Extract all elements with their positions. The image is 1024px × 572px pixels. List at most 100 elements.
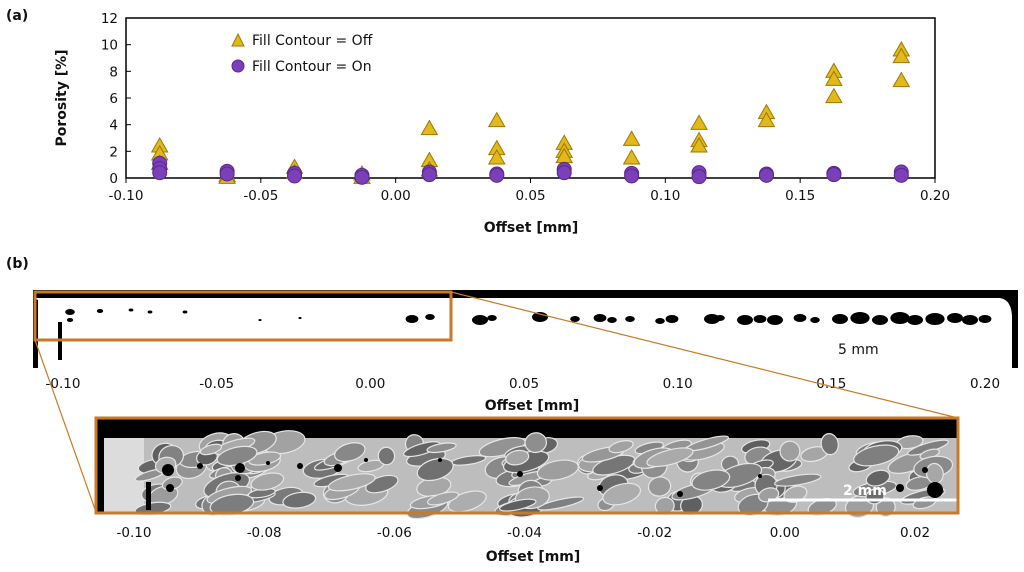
- legend-label-on: Fill Contour = On: [252, 59, 372, 75]
- grain: [602, 482, 642, 506]
- zoom-x-tick-label: 0.00: [770, 525, 800, 541]
- x-axis-ticks: -0.10 -0.05 0.00 0.05 0.10 0.15 0.20: [109, 178, 950, 204]
- pore: [810, 317, 820, 323]
- grain: [537, 496, 585, 511]
- zoom-x-tick-label: 0.02: [900, 525, 930, 541]
- pore: [922, 467, 928, 473]
- point-fill-contour-off: [622, 130, 641, 146]
- point-fill-contour-on: [152, 165, 168, 181]
- pore: [532, 312, 548, 322]
- y-tick-label: 4: [109, 118, 118, 134]
- pore: [438, 458, 442, 462]
- data-points: [150, 40, 911, 185]
- point-fill-contour-off: [757, 111, 776, 128]
- point-fill-contour-on: [826, 167, 842, 183]
- zoom-x-tick-label: -0.08: [247, 525, 282, 541]
- grain: [377, 446, 396, 466]
- legend-marker-off: [231, 32, 245, 47]
- pore: [166, 484, 174, 492]
- point-fill-contour-off: [487, 111, 506, 128]
- pore: [66, 318, 74, 322]
- micrograph-x-tick-label: -0.05: [199, 376, 234, 392]
- grain: [646, 447, 694, 468]
- y-axis-ticks: 0 2 4 6 8 10 12: [101, 11, 131, 187]
- zoom-region-frame: [33, 290, 453, 342]
- x-tick-label: 0.20: [920, 188, 950, 204]
- pore: [487, 315, 497, 321]
- pore-crack: [146, 482, 151, 510]
- zoom-x-tick-label: -0.04: [507, 525, 542, 541]
- pore: [258, 319, 262, 321]
- point-fill-contour-on: [421, 167, 437, 183]
- point-fill-contour-off: [825, 70, 843, 86]
- legend-marker-on: [231, 59, 245, 73]
- pore: [297, 463, 303, 469]
- pore: [927, 482, 943, 498]
- zoom-x-ticks: -0.10 -0.08 -0.06 -0.04 -0.02 0.00 0.02: [117, 525, 931, 541]
- micrograph-top-edge: [33, 290, 1018, 298]
- zoom-pore-defects: [146, 458, 943, 510]
- pore: [758, 474, 762, 478]
- grain: [820, 433, 839, 456]
- point-fill-contour-off: [892, 71, 911, 88]
- zoom-left-edge: [96, 438, 125, 513]
- pore: [597, 485, 603, 491]
- micrograph-x-tick-label: 0.05: [509, 376, 539, 392]
- pore: [767, 315, 783, 325]
- zoom-frame: [94, 416, 960, 515]
- legend: Fill Contour = Off Fill Contour = On: [231, 32, 373, 75]
- x-tick-label: -0.05: [243, 188, 278, 204]
- micrograph-x-tick-label: -0.10: [46, 376, 81, 392]
- point-fill-contour-off: [420, 119, 439, 136]
- pore: [334, 464, 342, 472]
- pore: [925, 313, 945, 325]
- zoom-x-axis-title: Offset [mm]: [486, 549, 581, 565]
- grain: [524, 432, 548, 454]
- point-fill-contour-off: [487, 148, 506, 165]
- panel-b-label: (b): [6, 256, 29, 272]
- pore: [625, 316, 635, 322]
- y-tick-label: 0: [109, 171, 118, 187]
- legend-label-off: Fill Contour = Off: [252, 33, 373, 49]
- pore: [298, 317, 302, 319]
- zoom-connector-right: [450, 291, 959, 419]
- pore: [65, 309, 75, 315]
- point-fill-contour-on: [556, 165, 572, 181]
- grain: [536, 459, 580, 481]
- point-fill-contour-on: [624, 168, 640, 184]
- micrograph-full: 5 mm: [33, 290, 1018, 368]
- pore: [235, 475, 241, 481]
- scale-bar-2mm: 2 mm: [843, 483, 887, 499]
- pore: [753, 315, 767, 323]
- zoom-top-edge: [96, 418, 958, 438]
- x-tick-label: 0.00: [381, 188, 411, 204]
- grain: [334, 442, 366, 463]
- pore: [715, 315, 725, 321]
- point-fill-contour-off: [892, 47, 911, 64]
- zoom-connector-left: [34, 339, 97, 513]
- pore: [162, 464, 174, 476]
- grain: [416, 457, 454, 482]
- zoom-x-tick-label: -0.06: [377, 525, 412, 541]
- grain: [773, 473, 822, 487]
- grain: [250, 472, 285, 491]
- pore: [425, 314, 435, 320]
- y-tick-label: 6: [109, 91, 118, 107]
- pore: [197, 463, 203, 469]
- point-fill-contour-off: [690, 114, 708, 130]
- pore-defects: [58, 308, 992, 360]
- pore: [665, 315, 679, 323]
- zoom-x-tick-label: -0.10: [117, 525, 152, 541]
- micrograph-x-ticks: -0.10 -0.05 0.00 0.05 0.10 0.15 0.20: [46, 376, 1001, 392]
- pore: [182, 310, 188, 314]
- x-tick-label: 0.15: [785, 188, 815, 204]
- grain: [199, 443, 223, 456]
- micrograph-x-tick-label: 0.10: [663, 376, 693, 392]
- pore: [677, 491, 683, 497]
- grain: [426, 442, 457, 454]
- pore: [128, 308, 134, 312]
- pore: [266, 461, 270, 465]
- porosity-chart: 0 2 4 6 8 10 12 -0.10 -0.05 0.00 0.05 0.10 0.15 0.20…: [54, 11, 950, 236]
- pore: [364, 458, 368, 462]
